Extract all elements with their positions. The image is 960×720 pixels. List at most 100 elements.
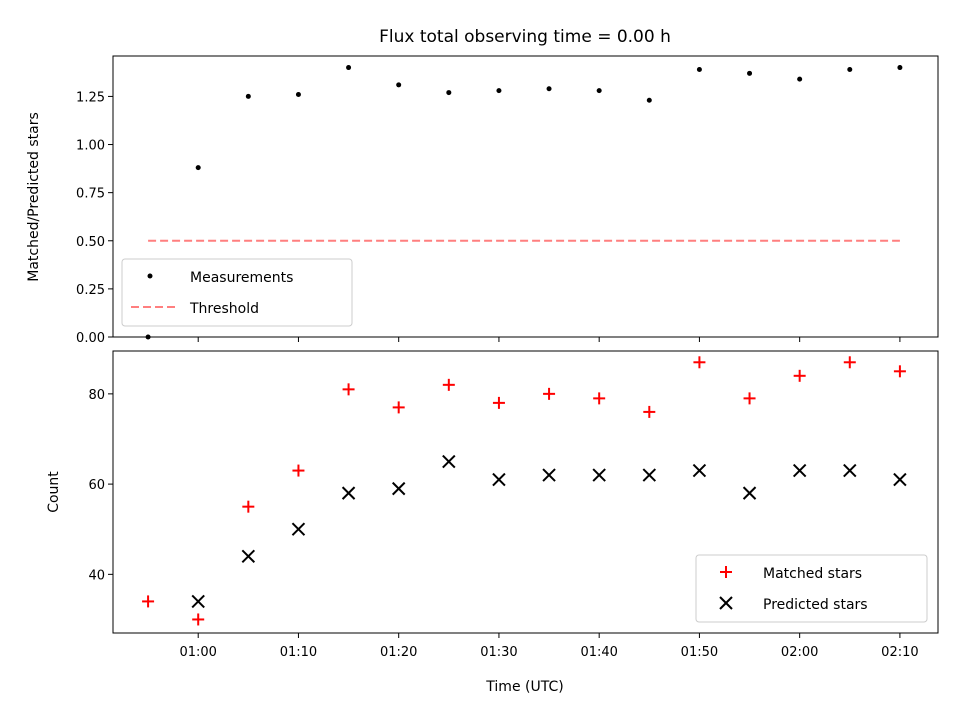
predicted-stars-point [341,486,356,500]
predicted-x-b [742,486,757,500]
predicted-x-b [893,472,907,487]
bottom-ytick-label: 80 [88,388,105,403]
matched-stars-point [543,387,556,400]
bottom-plot-frame [112,350,939,634]
measurement-point [245,93,251,99]
predicted-stars-point [592,468,606,482]
measurement-point [346,65,352,71]
measurement-point [646,97,652,103]
top-y-ticks: 0.00 0.25 0.50 0.75 1.00 1.25 [76,90,113,346]
predicted-stars-point [492,472,506,487]
predicted-x-b [341,486,356,500]
predicted-stars-point [442,454,456,469]
matched-stars-point [492,396,505,409]
measurement-point [847,66,853,72]
matched-stars-point [693,356,706,369]
top-legend-box [121,258,353,327]
bottom-x-axis-label: Time (UTC) [485,679,563,695]
predicted-stars-point [191,594,205,609]
top-plot-frame [112,55,939,338]
top-plot-marks [145,65,903,340]
legend-matched-label: Matched stars [763,566,862,582]
matched-stars-point [142,595,155,608]
measurement-point [546,86,552,92]
top-chart-title: Flux total observing time = 0.00 h [379,27,671,47]
measurement-point [797,76,803,82]
top-x-ticks [197,337,901,342]
top-ytick-label: 1.00 [76,139,105,154]
measurement-point [295,91,301,97]
predicted-x-b [191,594,205,609]
matched-stars-point [893,365,906,378]
predicted-stars-point [843,463,857,478]
bottom-xtick-label: 02:10 [881,645,918,660]
measurement-point [195,165,201,171]
legend-measurements-marker [147,273,153,279]
predicted-stars-point [792,463,807,478]
measurement-point [396,82,402,88]
legend-threshold-label: Threshold [189,301,259,317]
legend-predicted-label: Predicted stars [763,597,868,613]
predicted-stars-point [241,549,256,564]
bottom-plot-marks [142,356,907,626]
predicted-stars-point [742,486,757,500]
top-ytick-label: 0.50 [76,235,105,250]
bottom-ytick-label: 40 [88,568,105,583]
matched-stars-point [793,369,806,382]
legend-measurements-label: Measurements [190,270,293,286]
top-ytick-label: 0.00 [76,331,105,346]
legend-predicted-marker [719,596,733,610]
top-legend: Measurements Threshold [121,258,353,327]
matched-stars-point [743,392,756,405]
matched-stars-point [593,392,606,405]
bottom-xtick-label: 01:30 [480,645,517,660]
matched-stars-point [643,405,656,418]
matched-stars-point [292,464,305,477]
top-ytick-label: 0.75 [76,187,105,202]
predicted-x-b [642,468,657,482]
predicted-stars-point [291,522,306,536]
predicted-stars-point [391,481,406,496]
top-ytick-label: 1.25 [76,90,105,105]
predicted-stars-point [692,463,707,478]
predicted-stars-point [893,472,907,487]
predicted-x-b [291,522,306,536]
legend-matched-marker [720,566,732,578]
measurement-point [897,65,903,71]
bottom-x-ticks: 01:00 01:10 01:20 01:30 01:40 01:50 02:00 02:10 [179,633,919,660]
matched-stars-point [392,401,405,414]
bottom-xtick-label: 01:00 [179,645,216,660]
top-y-axis-label: Matched/Predicted stars [26,112,42,282]
predicted-x-b [442,454,456,469]
top-ytick-label: 0.25 [76,283,105,298]
predicted-stars-point [542,468,556,482]
bottom-xtick-label: 01:10 [280,645,317,660]
predicted-x-b [592,468,606,482]
predicted-x-b [391,481,406,496]
predicted-x-b [843,463,857,478]
predicted-x-b [692,463,707,478]
bottom-xtick-label: 02:00 [781,645,818,660]
predicted-stars-point [642,468,657,482]
bottom-y-axis-label: Count [46,471,62,513]
predicted-x-b [792,463,807,478]
matched-stars-point [442,378,455,391]
bottom-xtick-label: 01:50 [681,645,718,660]
measurement-point [496,88,502,94]
bottom-xtick-label: 01:40 [580,645,617,660]
bottom-legend: Matched stars Predicted stars [695,554,928,623]
predicted-x-b [492,472,506,487]
measurement-point [446,90,452,96]
measurement-point [747,70,753,76]
matched-stars-point [242,500,255,513]
matched-stars-point [342,383,355,396]
bottom-ytick-label: 60 [88,478,105,493]
matched-stars-point [843,356,856,369]
measurement-point [696,66,702,72]
bottom-legend-box [695,554,928,623]
bottom-y-ticks: 40 60 80 [88,388,113,583]
matched-stars-point [192,613,205,626]
bottom-xtick-label: 01:20 [380,645,417,660]
predicted-x-b [241,549,256,564]
